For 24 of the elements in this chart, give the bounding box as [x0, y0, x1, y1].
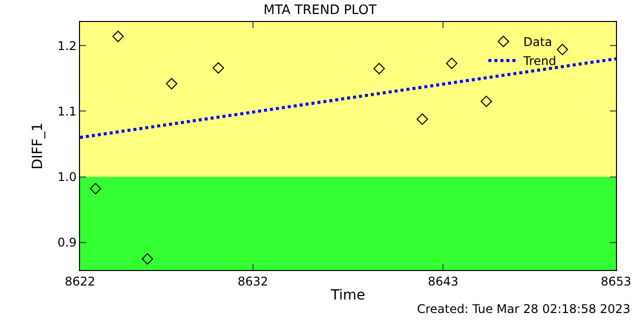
- y-tick-label: 1.2: [58, 38, 77, 53]
- legend-label: Trend: [522, 54, 556, 68]
- y-axis-title: DIFF_1: [30, 122, 46, 170]
- x-axis-title: Time: [330, 288, 366, 304]
- y-tick-label: 1.1: [58, 104, 77, 118]
- point: [142, 253, 154, 265]
- point: [90, 182, 102, 194]
- x-tick-label: 8653: [600, 274, 632, 288]
- point: [446, 58, 458, 70]
- point: [112, 30, 124, 42]
- point: [480, 96, 492, 108]
- point: [212, 62, 224, 74]
- point: [373, 62, 385, 74]
- y-tick-label: 0.9: [58, 236, 77, 250]
- text: Created: Tue Mar 28 02:18:58 2023: [417, 302, 630, 316]
- x-tick-label: 8643: [428, 274, 458, 288]
- y-tick-label: 1.0: [58, 170, 77, 184]
- point: [416, 113, 428, 125]
- x-tick-label: 8622: [64, 274, 96, 288]
- legend-label: Data: [523, 35, 552, 50]
- chart-title: MTA TREND PLOT: [263, 2, 377, 18]
- point: [556, 44, 568, 56]
- point: [166, 78, 178, 90]
- x-tick-label: 8632: [238, 274, 268, 288]
